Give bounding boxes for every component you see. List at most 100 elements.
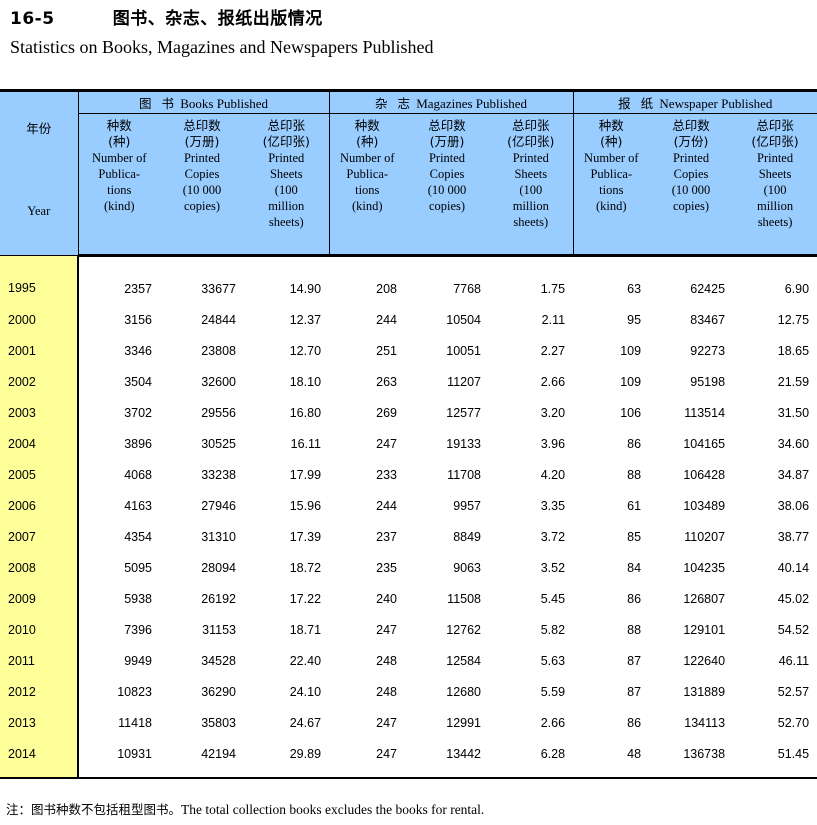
data-cell-8: 34.60: [733, 428, 817, 459]
data-cell-6: 109: [573, 366, 650, 397]
data-cell-8: 34.87: [733, 459, 817, 490]
title-chinese-text: 图书、杂志、报纸出版情况: [112, 9, 323, 29]
data-cell-6: 63: [573, 255, 650, 304]
column-header-line-en: Publica-: [98, 167, 141, 181]
column-header-unit-cn: (亿印张): [262, 134, 310, 149]
data-cell-0: 5095: [78, 552, 160, 583]
data-cell-7: 136738: [649, 738, 734, 777]
data-cell-4: 13442: [405, 738, 490, 777]
data-cell-5: 5.82: [489, 614, 574, 645]
column-header-line-en: Number of: [92, 151, 147, 165]
data-cell-3: 251: [329, 335, 406, 366]
year-cell: 2012: [0, 676, 79, 707]
column-header-line-en: copies): [183, 199, 221, 213]
column-header-name-cn: 总印张: [512, 118, 550, 133]
data-cell-7: 104165: [649, 428, 734, 459]
data-cell-2: 18.72: [244, 552, 330, 583]
column-header-line-en: Number of: [340, 151, 395, 165]
data-cell-0: 3504: [78, 366, 160, 397]
year-cell: 2007: [0, 521, 79, 552]
year-header-cell: 年份 Year: [0, 89, 78, 256]
data-cell-7: 134113: [649, 707, 734, 738]
group-magazines-english: Magazines Published: [416, 95, 528, 111]
data-cell-8: 31.50: [733, 397, 817, 428]
data-cell-2: 24.67: [244, 707, 330, 738]
group-header-books: 图 书 Books Published: [77, 89, 330, 114]
data-cell-1: 30525: [160, 428, 244, 459]
column-header-name-cn: 种数: [598, 118, 624, 133]
data-cell-7: 129101: [649, 614, 734, 645]
data-cell-8: 51.45: [733, 738, 817, 777]
data-cell-8: 12.75: [733, 304, 817, 335]
column-header-8: 总印张 (亿印张) Printed Sheets (100 million sheets): [733, 113, 817, 257]
data-cell-8: 40.14: [733, 552, 817, 583]
data-cell-6: 85: [573, 521, 650, 552]
data-cell-2: 18.10: [244, 366, 330, 397]
data-cell-3: 244: [329, 490, 406, 521]
data-cell-6: 87: [573, 645, 650, 676]
data-cell-8: 6.90: [733, 255, 817, 304]
data-cell-3: 247: [329, 707, 406, 738]
data-cell-8: 45.02: [733, 583, 817, 614]
footnote: 注：图书种数不包括租型图书。The total collection books…: [6, 799, 484, 818]
data-cell-2: 17.39: [244, 521, 330, 552]
data-cell-2: 18.71: [244, 614, 330, 645]
data-cell-0: 11418: [78, 707, 160, 738]
column-header-line-en: million: [512, 199, 549, 213]
data-cell-5: 3.72: [489, 521, 574, 552]
column-header-line-en: Printed: [428, 151, 466, 165]
data-cell-3: 269: [329, 397, 406, 428]
data-cell-2: 17.99: [244, 459, 330, 490]
data-cell-5: 3.20: [489, 397, 574, 428]
table-row: 2012 10823 36290 24.10 248 12680 5.59 87 131889 5…: [0, 676, 817, 707]
data-cell-6: 88: [573, 614, 650, 645]
column-header-line-en: Printed: [183, 151, 221, 165]
data-cell-4: 12762: [405, 614, 490, 645]
column-header-name-cn: 总印张: [267, 118, 306, 133]
column-header-line-en: (kind): [351, 199, 383, 213]
table-row: 2013 11418 35803 24.67 247 12991 2.66 86 134113 5…: [0, 707, 817, 738]
column-header-1: 总印数 (万册) Printed Copies (10 000 copies): [160, 113, 244, 257]
data-cell-6: 86: [573, 583, 650, 614]
data-cell-7: 104235: [649, 552, 734, 583]
column-header-line-en: tions: [107, 183, 132, 197]
group-header-magazines: 杂 志 Magazines Published: [328, 89, 574, 114]
year-cell: 2003: [0, 397, 79, 428]
data-cell-6: 61: [573, 490, 650, 521]
table-row: 2011 9949 34528 22.40 248 12584 5.63 87 122640 46…: [0, 645, 817, 676]
year-cell: 2013: [0, 707, 79, 738]
data-cell-8: 54.52: [733, 614, 817, 645]
data-cell-1: 24844: [160, 304, 244, 335]
column-header-line-en: Sheets: [269, 167, 303, 181]
column-header-unit-cn: (种): [356, 134, 379, 149]
data-cell-7: 113514: [649, 397, 734, 428]
data-cell-5: 5.45: [489, 583, 574, 614]
table-row: 2007 4354 31310 17.39 237 8849 3.72 85 110207 38.…: [0, 521, 817, 552]
data-cell-6: 84: [573, 552, 650, 583]
data-cell-1: 31310: [160, 521, 244, 552]
table-number: 16-5: [10, 9, 55, 29]
data-cell-4: 11207: [405, 366, 490, 397]
column-header-4: 总印数 (万册) Printed Copies (10 000 copies): [405, 113, 490, 257]
data-cell-0: 3896: [78, 428, 160, 459]
data-cell-8: 18.65: [733, 335, 817, 366]
column-header-line-en: Sheets: [514, 167, 548, 181]
table-row: 2010 7396 31153 18.71 247 12762 5.82 88 129101 54…: [0, 614, 817, 645]
year-cell: 2006: [0, 490, 79, 521]
data-cell-6: 106: [573, 397, 650, 428]
data-cell-6: 48: [573, 738, 650, 777]
column-header-line-en: copies): [672, 199, 710, 213]
year-cell: 2014: [0, 738, 79, 777]
data-cell-3: 263: [329, 366, 406, 397]
data-cell-7: 106428: [649, 459, 734, 490]
data-cell-5: 4.20: [489, 459, 574, 490]
data-cell-1: 33238: [160, 459, 244, 490]
data-cell-7: 92273: [649, 335, 734, 366]
data-cell-8: 38.77: [733, 521, 817, 552]
column-header-line-en: Printed: [672, 151, 710, 165]
data-cell-8: 38.06: [733, 490, 817, 521]
column-header-line-en: tions: [599, 183, 624, 197]
table-row: 2000 3156 24844 12.37 244 10504 2.11 95 83467 12.…: [0, 304, 817, 335]
column-header-line-en: Publica-: [590, 167, 633, 181]
data-cell-1: 29556: [160, 397, 244, 428]
